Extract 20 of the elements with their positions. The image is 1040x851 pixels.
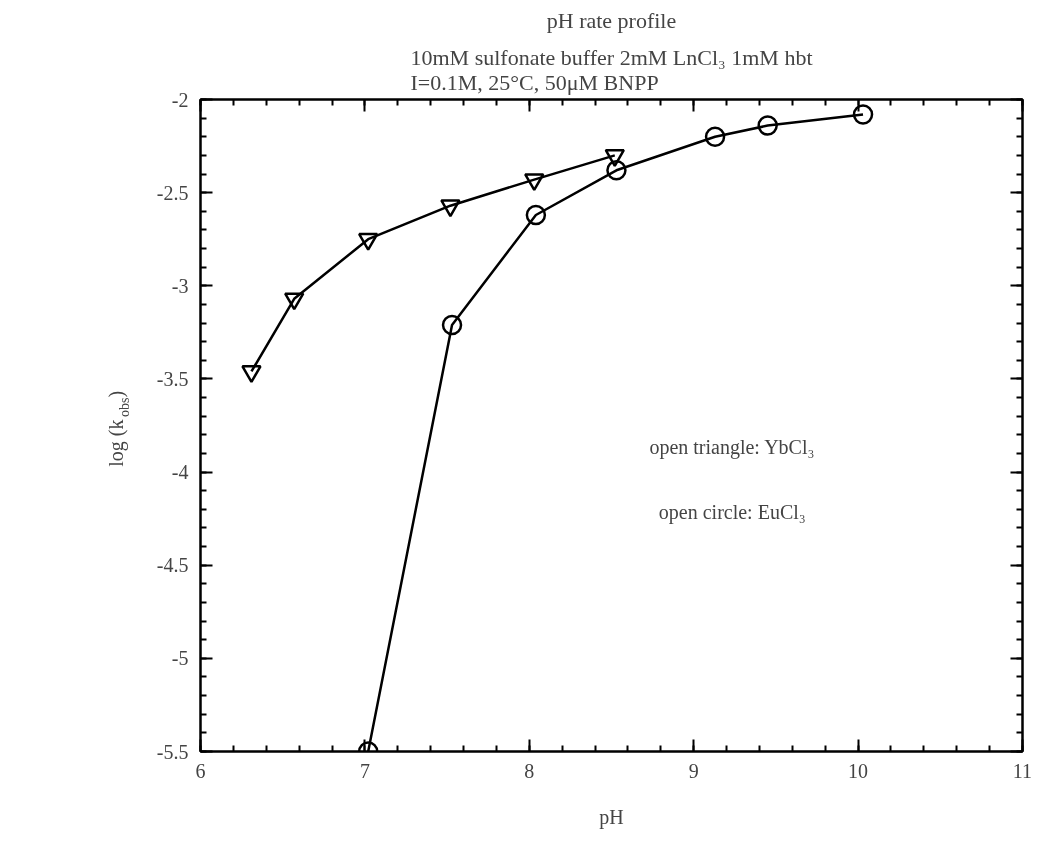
x-tick-label: 10 bbox=[848, 759, 869, 782]
y-tick-label: -2 bbox=[171, 88, 189, 111]
y-tick-label: -2.5 bbox=[156, 181, 189, 204]
x-tick-label: 8 bbox=[524, 759, 535, 782]
x-tick-label: 11 bbox=[1012, 759, 1033, 782]
x-tick-label: 7 bbox=[359, 759, 370, 782]
chart-subtitle: 10mM sulfonate buffer 2mM LnCl₃ 1mM hbt I=0.1M, 25°C, 50μM BNPP bbox=[410, 44, 813, 95]
y-axis-title: log (kobs) bbox=[104, 390, 132, 467]
y-tick-label: -5.5 bbox=[156, 740, 189, 763]
annotation: open triangle: YbCl₃ bbox=[649, 436, 815, 460]
y-tick-label: -3 bbox=[171, 274, 189, 297]
x-tick-label: 9 bbox=[688, 759, 699, 782]
y-tick-label: -3.5 bbox=[156, 367, 189, 390]
x-axis-title: pH bbox=[599, 805, 624, 829]
y-tick-label: -4 bbox=[171, 461, 189, 484]
chart-title: pH rate profile bbox=[546, 7, 677, 33]
annotation: open circle: EuCl₃ bbox=[658, 501, 806, 525]
x-tick-label: 6 bbox=[195, 759, 206, 782]
y-tick-label: -4.5 bbox=[156, 554, 189, 577]
y-tick-label: -5 bbox=[171, 647, 189, 670]
